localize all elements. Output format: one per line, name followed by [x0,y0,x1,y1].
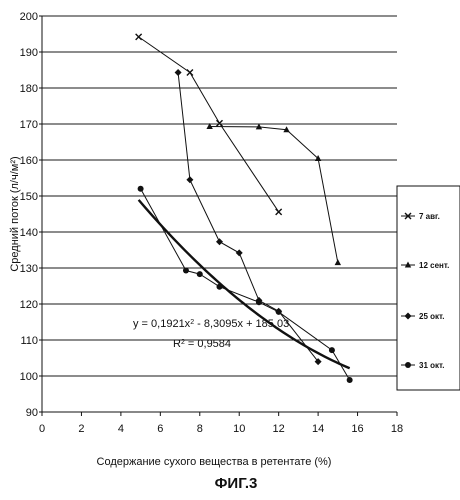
trend-equation-rest: - 8,3095x + 185,03 [194,318,289,330]
y-tick-label: 160 [20,155,38,167]
data-point-stroke [186,69,194,77]
data-point [216,119,223,127]
legend-marker [404,212,412,220]
legend-marker [404,312,412,320]
legend-label: 7 авг. [419,212,440,221]
y-tick-label: 150 [20,191,38,203]
series-2 [206,123,342,266]
x-tick-label: 10 [233,423,245,435]
y-tick-label: 90 [26,407,38,419]
y-tick-label: 170 [20,119,38,131]
data-point [196,271,203,278]
data-point [314,358,322,366]
data-point [255,123,263,130]
data-point [328,347,335,354]
y-tick-label: 180 [20,83,38,95]
data-point [255,299,262,306]
gridlines [42,15,397,377]
trend-r2-sup: 2 [181,339,185,346]
x-axis-title: Содержание сухого вещества в ретентате (… [97,456,332,468]
data-point [206,123,213,130]
data-point [216,283,223,290]
legend-label: 25 окт. [419,312,444,321]
y-tick-label: 190 [20,47,38,59]
data-point [235,249,243,257]
series-group [135,33,353,383]
legend-item: 31 окт. [401,361,444,370]
legend-label: 31 окт. [419,361,444,370]
x-tick-label: 14 [312,423,324,435]
x-tick-label: 2 [78,423,84,435]
y-tick-label: 100 [20,371,38,383]
trend-r2-main: R [173,338,181,350]
trend-equation-sup: 2 [190,319,194,326]
data-point [137,185,144,192]
trendline-curve [137,199,351,370]
data-point [186,176,194,184]
legend: 7 авг. 12 сент. 25 окт. 31 окт. [396,185,460,391]
series-line [138,36,280,213]
trendline-group [137,199,351,370]
data-point-stroke [275,208,283,216]
figure-label: ФИГ.3 [215,475,258,492]
legend-label: 12 сент. [419,261,449,270]
y-tick-label: 110 [20,335,38,347]
legend-box [396,185,460,391]
legend-item: 7 авг. [401,212,440,221]
y-tick-label: 120 [20,299,38,311]
series-line [140,188,351,381]
y-tick-label: 200 [20,11,38,23]
legend-marker [405,362,411,368]
y-tick-label: 140 [20,227,38,239]
data-point [314,155,322,162]
data-point-stroke [135,33,143,41]
y-tick-labels: 90 100 110 120 130 140 150 160 170 180 190 200 [20,11,42,419]
series-4 [137,185,353,383]
data-point [216,238,223,246]
data-point [346,376,353,383]
y-tick-label: 130 [20,263,38,275]
x-tick-label: 0 [39,423,45,435]
x-tick-label: 8 [197,423,203,435]
trend-r2: R2 = 0,9584 [173,338,231,350]
legend-marker [404,261,412,268]
legend-marker-stroke [404,212,412,220]
data-point [186,69,194,77]
legend-item: 12 сент. [401,261,449,270]
data-point-stroke [216,119,223,127]
data-point [275,208,283,216]
x-tick-label: 4 [118,423,124,435]
trend-equation-main: y = 0,1921x [133,318,191,330]
data-point [334,259,342,266]
series-line [209,126,339,263]
x-tick-label: 6 [157,423,163,435]
x-tick-labels: 0 2 4 6 8 10 12 14 16 18 [39,412,403,435]
axes [41,16,397,413]
x-tick-label: 12 [273,423,285,435]
trend-r2-rest: = 0,9584 [185,338,231,350]
legend-item: 25 окт. [401,312,444,321]
x-tick-label: 18 [391,423,403,435]
data-point [135,33,143,41]
x-tick-label: 16 [351,423,363,435]
data-point [283,126,290,133]
series-1 [135,33,283,216]
y-axis-title: Средний поток (л/ч/м²) [9,156,21,271]
data-point [182,267,189,274]
trend-equation: y = 0,1921x2 - 8,3095x + 185,03 [133,318,289,330]
data-point [174,69,182,77]
data-point [275,308,282,315]
